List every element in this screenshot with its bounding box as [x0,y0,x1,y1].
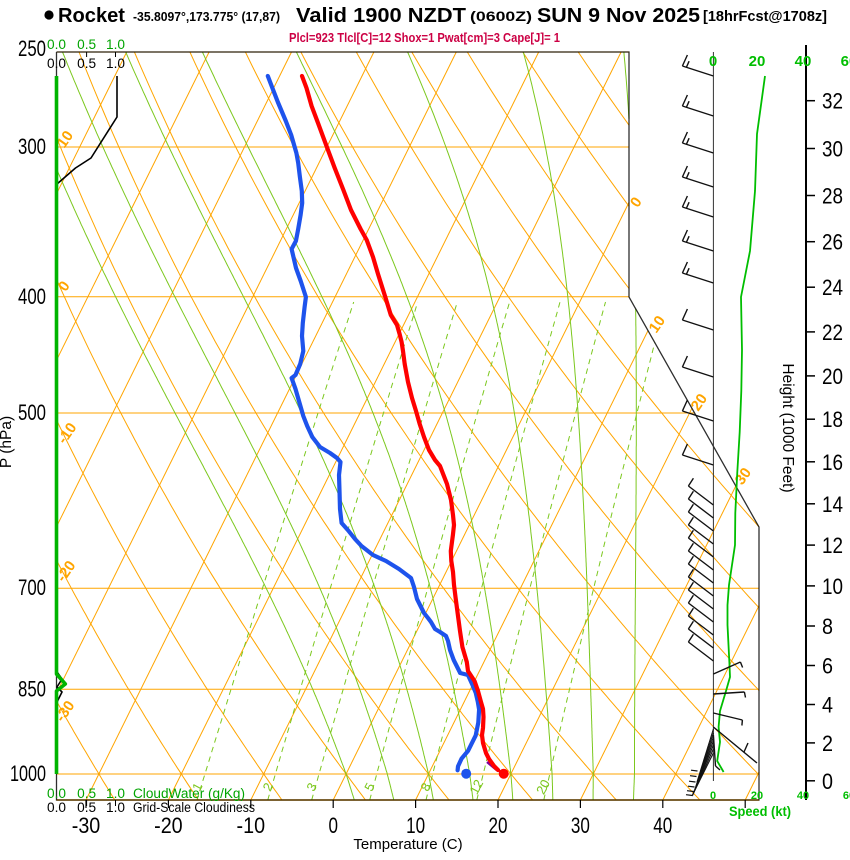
svg-text:10: 10 [406,813,425,838]
svg-text:250: 250 [18,36,46,61]
svg-text:300: 300 [18,134,46,159]
svg-text:[18hrFcst@1708z]: [18hrFcst@1708z] [703,8,827,25]
svg-text:-20: -20 [154,813,183,838]
svg-text:0.5: 0.5 [77,786,96,801]
svg-text:20: 20 [688,391,711,414]
svg-text:Temperature (C): Temperature (C) [353,836,462,853]
svg-text:40: 40 [795,53,812,70]
svg-text:16: 16 [822,450,843,475]
svg-text:0.0: 0.0 [47,56,66,71]
svg-text:28: 28 [822,184,843,209]
svg-text:0.0: 0.0 [47,37,66,52]
svg-text:60: 60 [841,53,850,70]
svg-text:0: 0 [822,769,833,794]
svg-text:-10: -10 [237,813,266,838]
svg-text:400: 400 [18,284,46,309]
svg-text:32: 32 [822,89,843,114]
svg-text:8: 8 [822,614,833,639]
svg-text:0.5: 0.5 [77,37,96,52]
svg-text:Speed (kt): Speed (kt) [729,804,791,819]
svg-text:14: 14 [822,492,843,517]
svg-text:Height (1000 Feet): Height (1000 Feet) [779,363,796,492]
svg-text:1000: 1000 [10,761,46,786]
svg-text:850: 850 [18,676,46,701]
svg-text:Grid-Scale Cloudiness: Grid-Scale Cloudiness [133,800,255,815]
svg-text:24: 24 [822,275,843,300]
svg-text:20: 20 [751,790,763,802]
svg-text:12: 12 [822,533,843,558]
svg-text:0: 0 [709,53,717,70]
svg-text:1.0: 1.0 [106,56,125,71]
svg-text:-30: -30 [72,813,101,838]
svg-text:40: 40 [797,790,809,802]
svg-text:6: 6 [822,654,833,679]
svg-text:-35.8097°,173.775° (17,87): -35.8097°,173.775° (17,87) [133,9,280,24]
svg-text:0: 0 [328,813,338,838]
svg-text:0.5: 0.5 [77,800,96,815]
svg-text:30: 30 [571,813,590,838]
svg-text:1.0: 1.0 [106,800,125,815]
svg-text:20: 20 [489,813,508,838]
svg-text:10: 10 [646,313,669,336]
svg-text:22: 22 [822,320,843,345]
svg-text:SUN 9 Nov 2025: SUN 9 Nov 2025 [537,5,700,27]
svg-text:700: 700 [18,575,46,600]
svg-text:10: 10 [822,574,843,599]
svg-text:30: 30 [822,137,843,162]
svg-text:1.0: 1.0 [106,786,125,801]
svg-text:26: 26 [822,230,843,255]
svg-text:12: 12 [466,777,486,797]
svg-text:0.0: 0.0 [47,786,66,801]
svg-text:0: 0 [710,790,716,802]
svg-text:40: 40 [653,813,672,838]
svg-text:1.0: 1.0 [106,37,125,52]
svg-text:CloudWater (g/Kg): CloudWater (g/Kg) [133,786,245,801]
svg-text:10: 10 [54,128,77,151]
svg-text:Valid 1900 NZDT: Valid 1900 NZDT [296,5,466,27]
svg-text:20: 20 [822,364,843,389]
svg-text:60: 60 [843,790,850,802]
svg-text:0.0: 0.0 [47,800,66,815]
svg-text:500: 500 [18,400,46,425]
svg-text:18: 18 [822,407,843,432]
svg-text:20: 20 [749,53,766,70]
svg-text:Rocket: Rocket [58,5,125,27]
svg-text:4: 4 [822,693,833,718]
svg-text:P (hPa): P (hPa) [0,416,15,468]
svg-text:20: 20 [533,777,553,797]
svg-text:2: 2 [822,731,833,756]
svg-text:0.5: 0.5 [77,56,96,71]
svg-text:(0600Z): (0600Z) [470,8,532,24]
svg-text:Plcl=923 Tlcl[C]=12 Shox=1 Pwa: Plcl=923 Tlcl[C]=12 Shox=1 Pwat[cm]=3 Ca… [289,31,560,45]
